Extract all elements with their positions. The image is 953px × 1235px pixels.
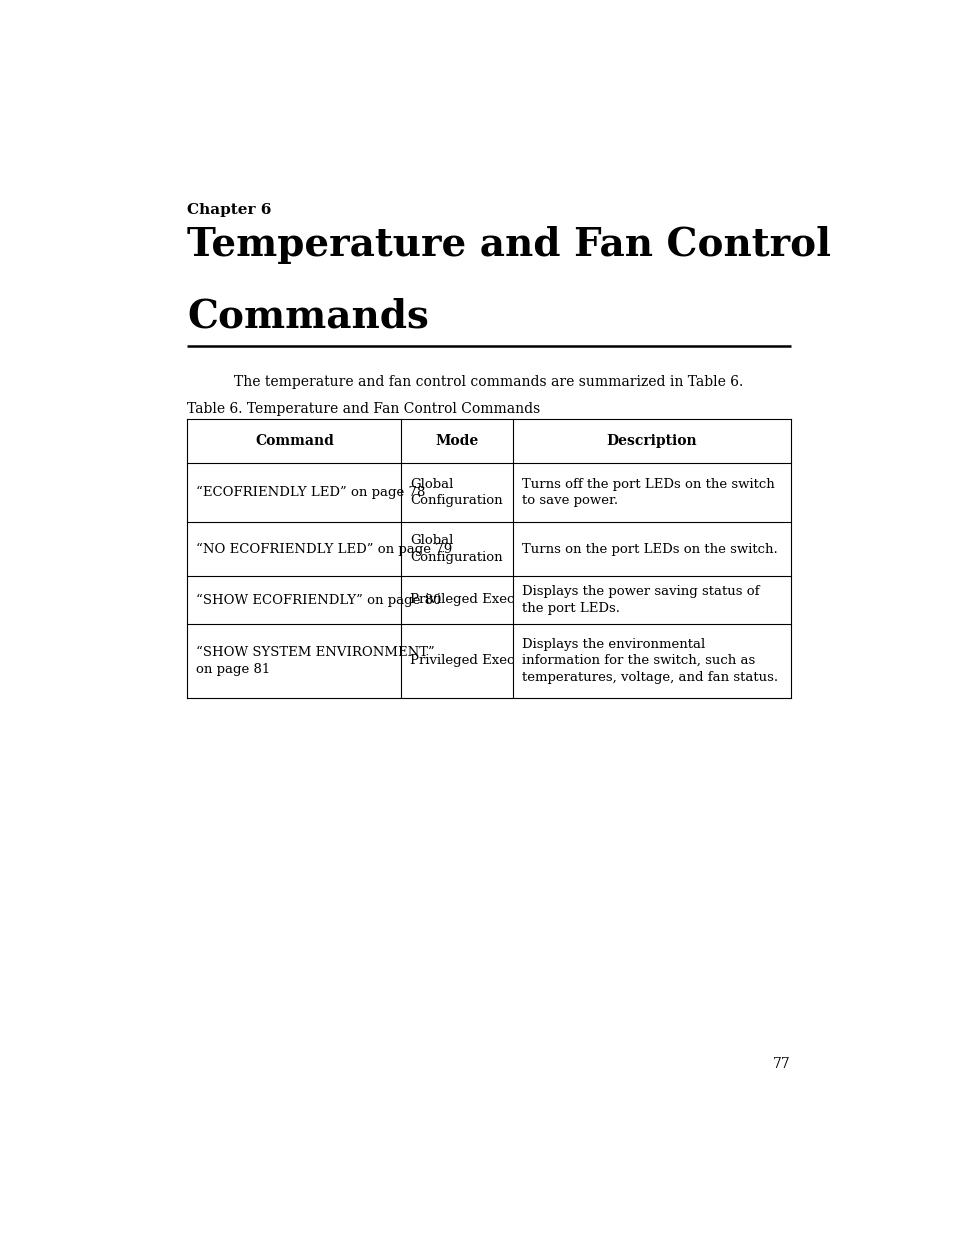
Text: Chapter 6: Chapter 6	[187, 204, 272, 217]
Text: Global
Configuration: Global Configuration	[410, 535, 502, 563]
Text: Global
Configuration: Global Configuration	[410, 478, 502, 508]
Text: Table 6. Temperature and Fan Control Commands: Table 6. Temperature and Fan Control Com…	[187, 403, 540, 416]
Text: Displays the power saving status of
the port LEDs.: Displays the power saving status of the …	[521, 585, 759, 615]
Text: “SHOW ECOFRIENDLY” on page 80: “SHOW ECOFRIENDLY” on page 80	[196, 593, 441, 606]
Text: Commands: Commands	[187, 298, 429, 336]
Text: 77: 77	[772, 1057, 790, 1071]
Text: Command: Command	[254, 433, 334, 448]
Text: The temperature and fan control commands are summarized in Table 6.: The temperature and fan control commands…	[234, 374, 742, 389]
Text: “NO ECOFRIENDLY LED” on page 79: “NO ECOFRIENDLY LED” on page 79	[196, 542, 452, 556]
Text: Privileged Exec: Privileged Exec	[410, 655, 515, 667]
Text: Mode: Mode	[436, 433, 478, 448]
Text: Turns on the port LEDs on the switch.: Turns on the port LEDs on the switch.	[521, 542, 777, 556]
Text: Displays the environmental
information for the switch, such as
temperatures, vol: Displays the environmental information f…	[521, 637, 778, 684]
Text: Privileged Exec: Privileged Exec	[410, 593, 515, 606]
Text: Turns off the port LEDs on the switch
to save power.: Turns off the port LEDs on the switch to…	[521, 478, 774, 508]
Text: Temperature and Fan Control: Temperature and Fan Control	[187, 226, 830, 264]
Text: “ECOFRIENDLY LED” on page 78: “ECOFRIENDLY LED” on page 78	[196, 485, 425, 499]
Text: “SHOW SYSTEM ENVIRONMENT”
on page 81: “SHOW SYSTEM ENVIRONMENT” on page 81	[196, 646, 435, 676]
Text: Description: Description	[606, 433, 697, 448]
